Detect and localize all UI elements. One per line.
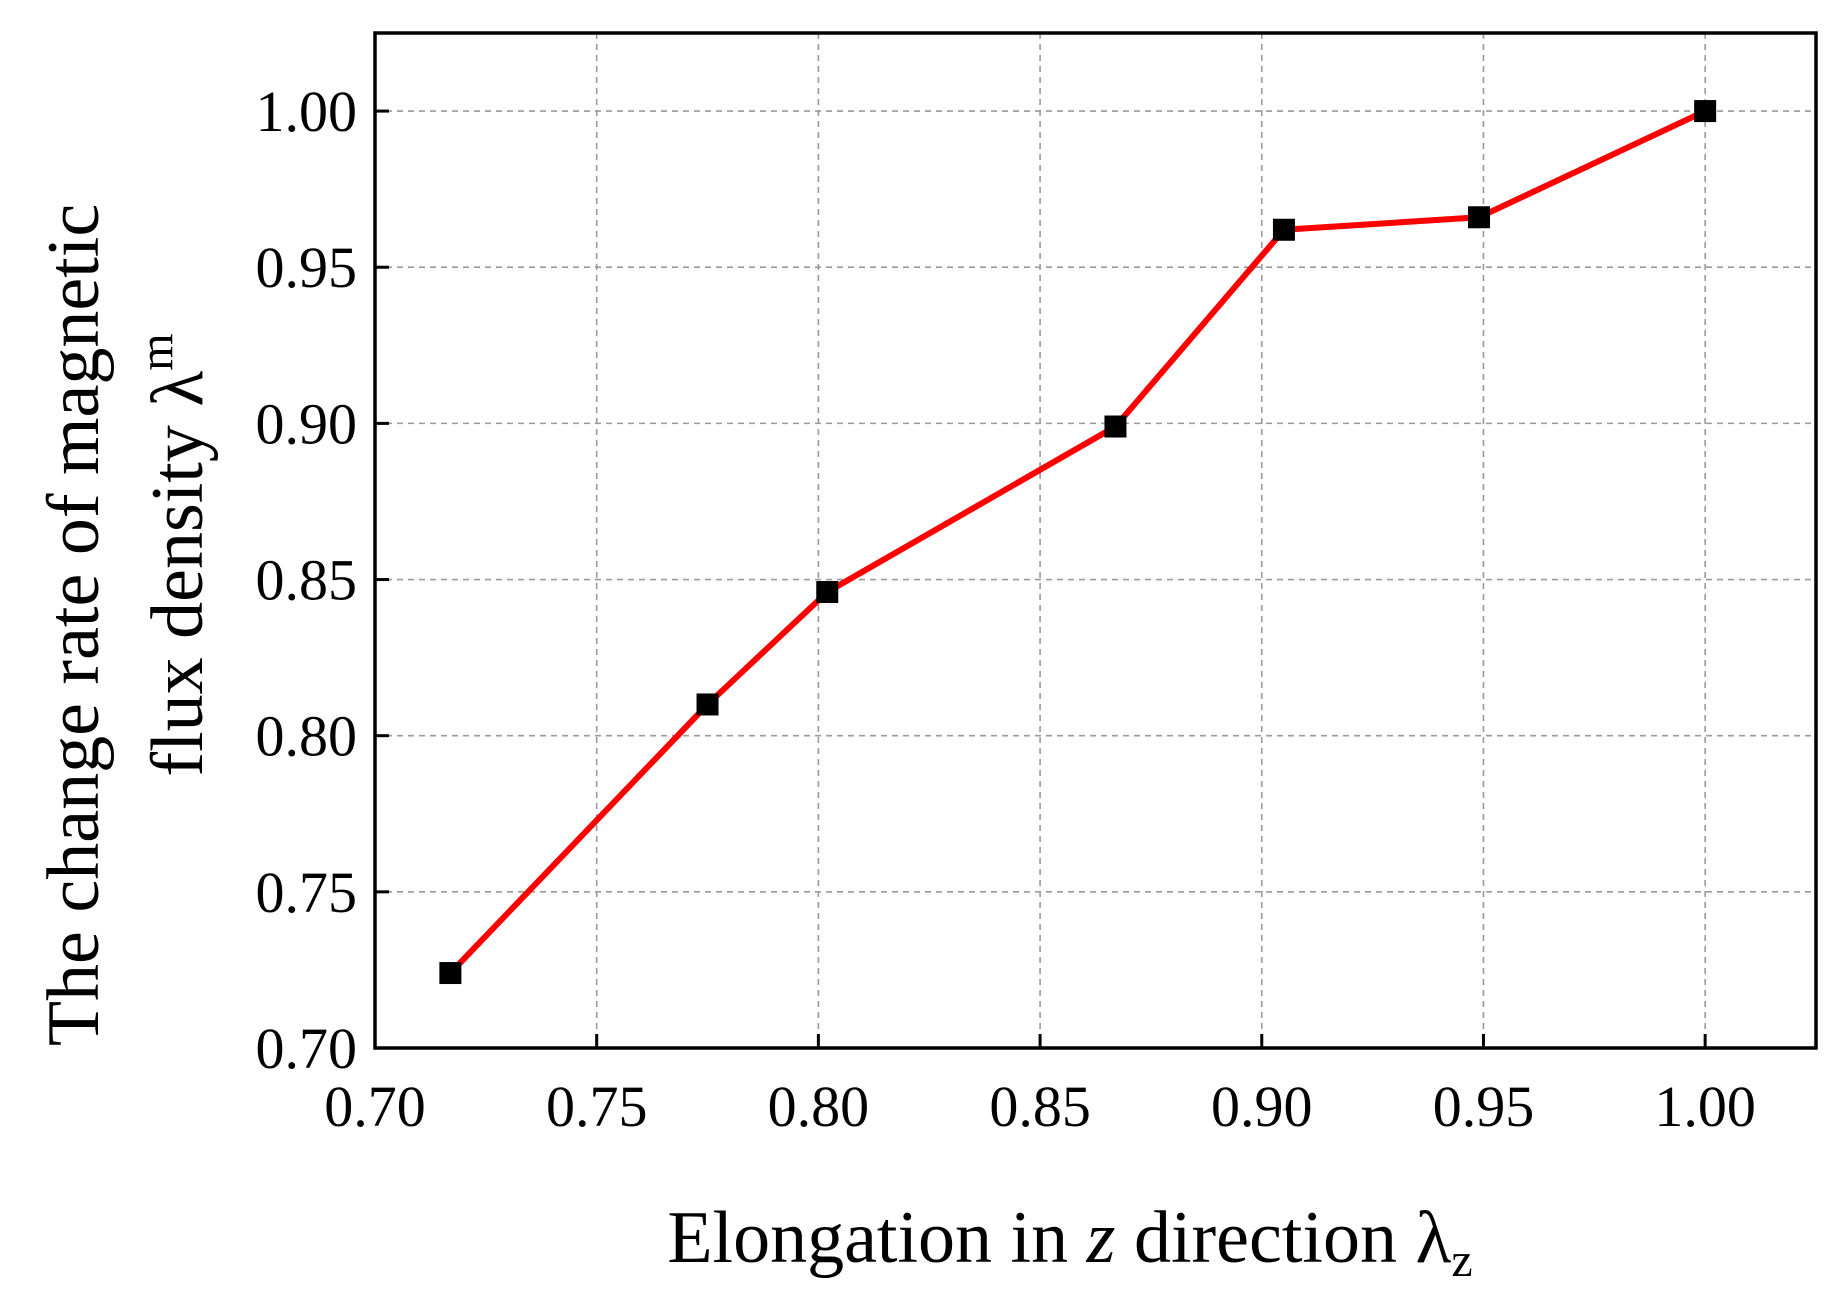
plot-frame — [373, 31, 1818, 1050]
x-axis-title-middle: direction — [1115, 1197, 1415, 1279]
y-axis-title-line1: The change rate of magnetic — [33, 204, 115, 1046]
grid-lines — [375, 33, 1816, 1048]
x-tick-label: 0.85 — [989, 1074, 1091, 1139]
x-tick-label: 0.70 — [324, 1074, 426, 1139]
y-tick-label: 0.70 — [256, 1016, 358, 1081]
x-axis-title-subscript: z — [1451, 1234, 1472, 1287]
y-axis-title-symbol: λ — [137, 371, 219, 407]
data-point — [816, 581, 839, 604]
data-point — [1104, 415, 1127, 438]
x-tick-label: 0.80 — [768, 1074, 870, 1139]
series — [439, 100, 1717, 985]
data-point — [1694, 100, 1717, 123]
y-axis-title-line1-text: The change rate of magnetic — [33, 204, 115, 1046]
x-axis-title-var: z — [1086, 1197, 1116, 1279]
x-tick-label: 0.90 — [1211, 1074, 1313, 1139]
y-tick-labels: 0.70 0.75 0.80 0.85 0.90 0.95 1.00 — [256, 79, 358, 1081]
data-point — [696, 693, 719, 716]
y-tick-label: 0.90 — [256, 391, 358, 456]
y-tick-label: 0.80 — [256, 704, 358, 769]
x-tick-label: 0.95 — [1433, 1074, 1535, 1139]
axis-ticks — [373, 109, 1707, 1050]
x-axis-title-text: Elongation in — [667, 1197, 1086, 1279]
y-tick-label: 0.85 — [256, 548, 358, 613]
x-axis-title: Elongation in z direction λz — [667, 1197, 1472, 1287]
x-tick-label: 1.00 — [1654, 1074, 1756, 1139]
y-tick-label: 0.75 — [256, 860, 358, 925]
y-axis-title-line2: flux density λm — [130, 333, 219, 776]
x-axis-title-symbol: λ — [1415, 1197, 1451, 1279]
x-tick-labels: 0.70 0.75 0.80 0.85 0.90 0.95 1.00 — [324, 1074, 1756, 1139]
x-tick-label: 0.75 — [546, 1074, 648, 1139]
y-tick-label: 1.00 — [256, 79, 358, 144]
data-point — [1272, 218, 1295, 241]
data-point — [1468, 206, 1491, 229]
y-axis-title-superscript: m — [130, 333, 183, 370]
data-point — [439, 962, 462, 985]
y-tick-label: 0.95 — [256, 235, 358, 300]
series-line — [448, 108, 1707, 976]
y-axis-title-line2-text: flux density — [137, 407, 219, 777]
